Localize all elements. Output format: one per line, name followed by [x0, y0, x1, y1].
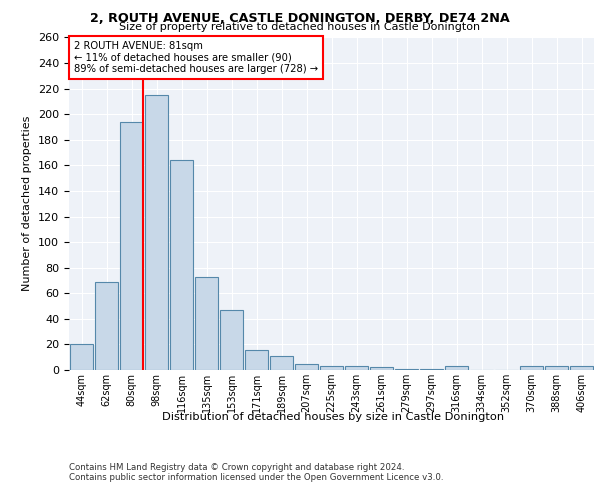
- Bar: [119, 122, 143, 370]
- Text: Distribution of detached houses by size in Castle Donington: Distribution of detached houses by size …: [162, 412, 504, 422]
- Y-axis label: Number of detached properties: Number of detached properties: [22, 116, 32, 292]
- Bar: [295, 364, 319, 370]
- Bar: [445, 366, 469, 370]
- Bar: [344, 366, 368, 370]
- Bar: [569, 366, 593, 370]
- Text: 2 ROUTH AVENUE: 81sqm
← 11% of detached houses are smaller (90)
89% of semi-deta: 2 ROUTH AVENUE: 81sqm ← 11% of detached …: [74, 41, 319, 74]
- Bar: [95, 282, 118, 370]
- Bar: [70, 344, 94, 370]
- Bar: [395, 368, 418, 370]
- Text: Contains HM Land Registry data © Crown copyright and database right 2024.: Contains HM Land Registry data © Crown c…: [69, 462, 404, 471]
- Text: 2, ROUTH AVENUE, CASTLE DONINGTON, DERBY, DE74 2NA: 2, ROUTH AVENUE, CASTLE DONINGTON, DERBY…: [90, 12, 510, 26]
- Bar: [419, 368, 443, 370]
- Text: Contains public sector information licensed under the Open Government Licence v3: Contains public sector information licen…: [69, 474, 443, 482]
- Text: Size of property relative to detached houses in Castle Donington: Size of property relative to detached ho…: [119, 22, 481, 32]
- Bar: [370, 368, 394, 370]
- Bar: [194, 276, 218, 370]
- Bar: [320, 366, 343, 370]
- Bar: [145, 95, 169, 370]
- Bar: [245, 350, 268, 370]
- Bar: [545, 366, 568, 370]
- Bar: [220, 310, 244, 370]
- Bar: [170, 160, 193, 370]
- Bar: [269, 356, 293, 370]
- Bar: [520, 366, 544, 370]
